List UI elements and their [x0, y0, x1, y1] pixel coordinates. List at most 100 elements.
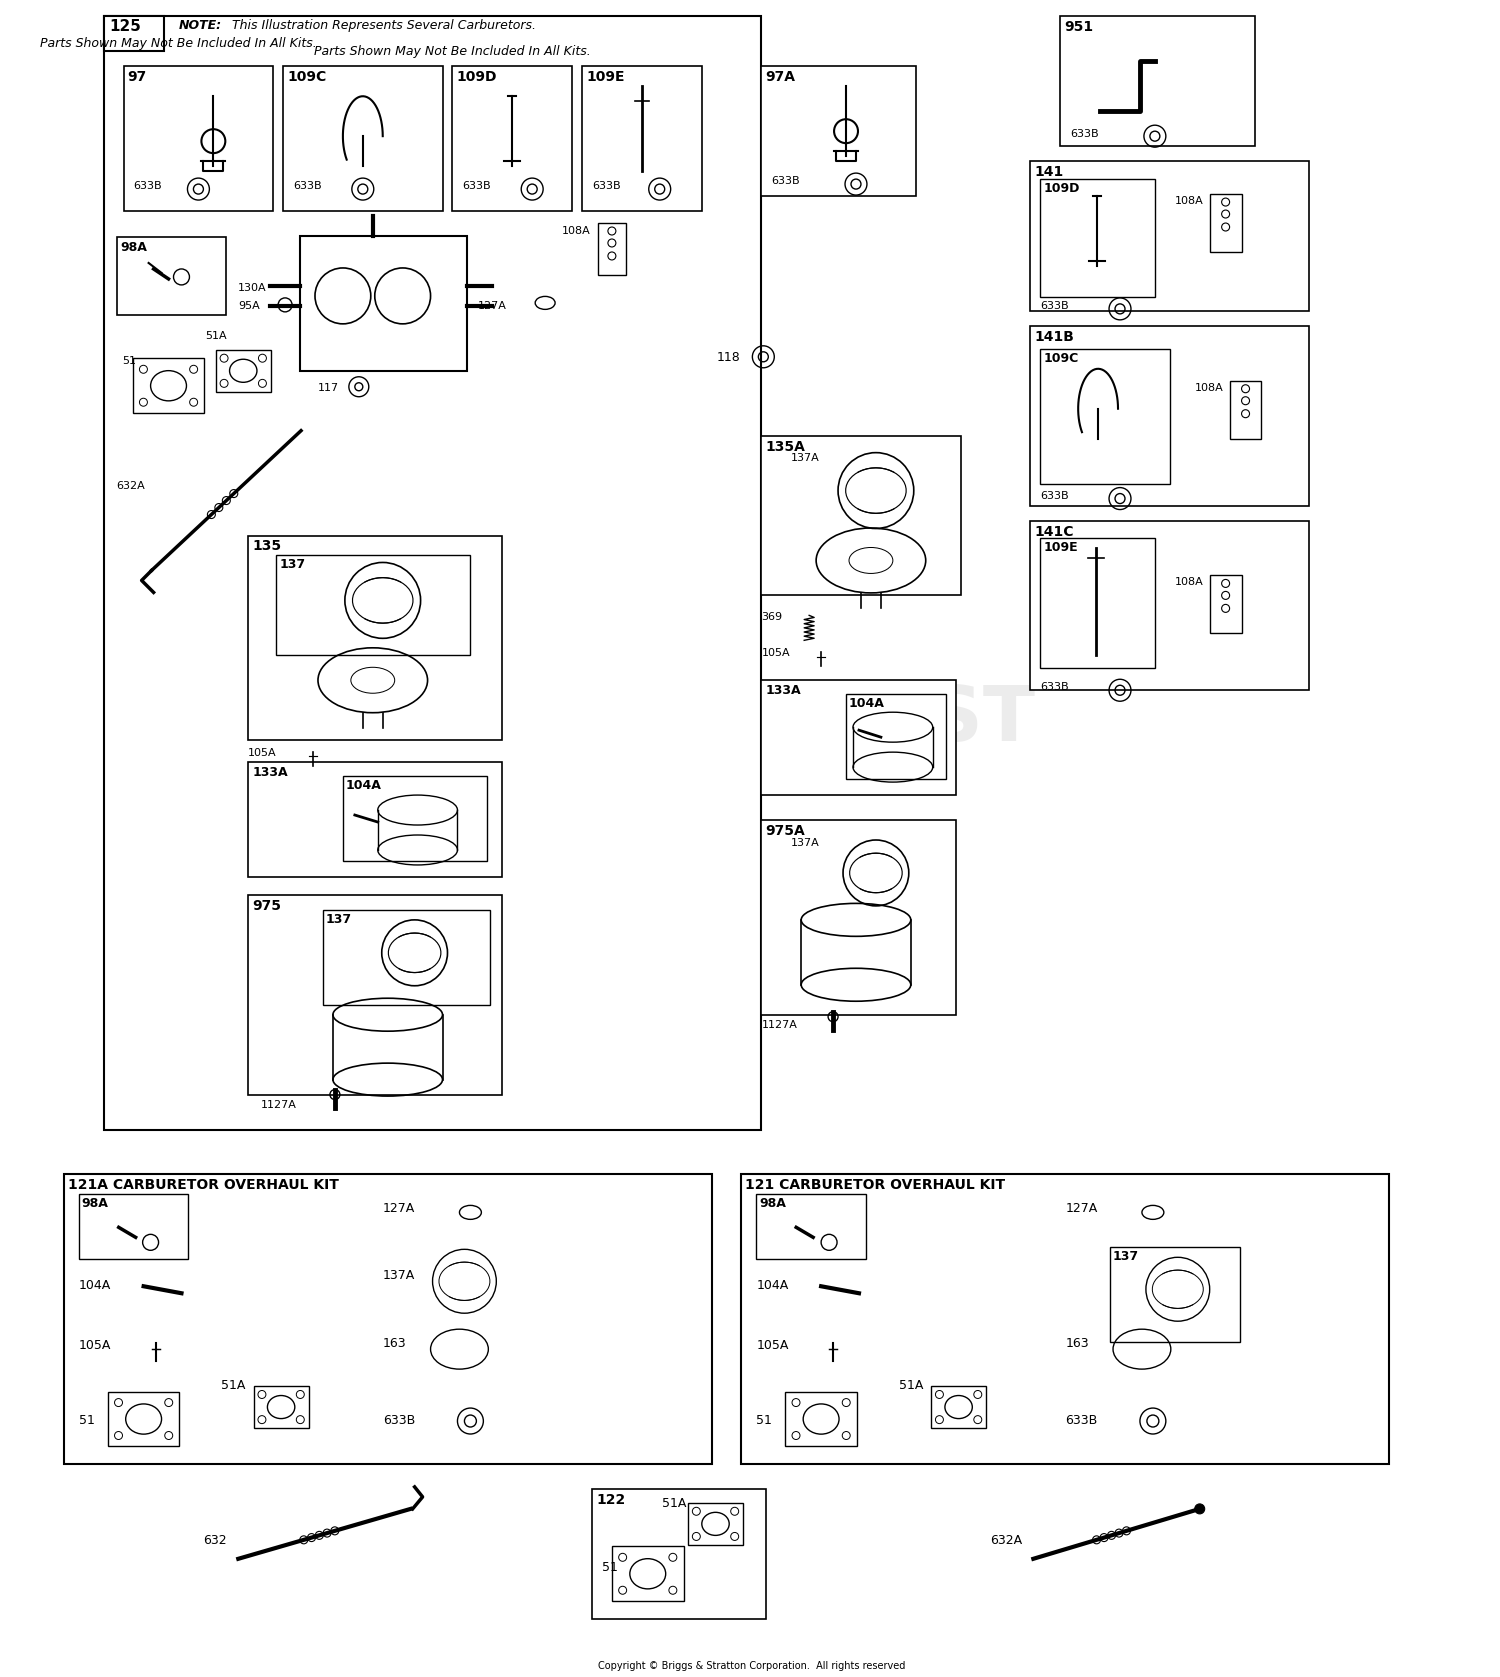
Bar [216, 350, 270, 392]
Text: 108A: 108A [562, 226, 591, 236]
Text: 109C: 109C [1044, 352, 1078, 366]
Bar [846, 694, 945, 780]
Text: 104A: 104A [80, 1280, 111, 1293]
Text: 108A: 108A [1174, 196, 1203, 206]
Bar [132, 359, 204, 413]
Text: 51: 51 [80, 1414, 94, 1427]
Bar [756, 1194, 865, 1259]
Text: 137: 137 [1113, 1251, 1138, 1263]
Text: 105A: 105A [762, 649, 790, 659]
Ellipse shape [945, 1395, 972, 1419]
Text: 141: 141 [1035, 164, 1064, 179]
Bar [1030, 325, 1310, 505]
Text: 633B: 633B [1041, 683, 1070, 693]
Text: 109D: 109D [1044, 183, 1080, 195]
Text: 133A: 133A [252, 766, 288, 780]
Text: 51A: 51A [662, 1498, 686, 1509]
Text: 135: 135 [252, 540, 282, 553]
Text: 109E: 109E [1044, 542, 1078, 555]
Text: 369: 369 [762, 612, 783, 622]
Text: 104A: 104A [346, 780, 381, 792]
Text: 137: 137 [326, 912, 352, 926]
Text: 108A: 108A [1174, 577, 1203, 587]
Text: 104A: 104A [849, 698, 885, 711]
Bar [1041, 349, 1170, 483]
Text: Parts Shown May Not Be Included In All Kits.: Parts Shown May Not Be Included In All K… [40, 37, 316, 50]
Text: 633B: 633B [134, 181, 162, 191]
Text: 127A: 127A [382, 1202, 416, 1216]
Bar [762, 67, 916, 196]
Ellipse shape [267, 1395, 296, 1419]
Bar [108, 1392, 180, 1447]
Bar [254, 1387, 309, 1429]
Bar [64, 1174, 711, 1464]
Ellipse shape [630, 1558, 666, 1588]
Text: 135A: 135A [765, 439, 806, 454]
Text: 118: 118 [717, 350, 741, 364]
Bar [248, 896, 502, 1095]
Bar [762, 436, 960, 595]
Bar [784, 1392, 856, 1447]
Bar [741, 1174, 1389, 1464]
Bar [582, 67, 702, 211]
Bar [276, 555, 471, 656]
Text: 141B: 141B [1035, 330, 1074, 344]
Text: 125: 125 [110, 20, 141, 34]
Ellipse shape [230, 359, 256, 382]
Text: 122: 122 [596, 1493, 626, 1508]
Text: 105A: 105A [248, 748, 278, 758]
Text: 633B: 633B [462, 181, 490, 191]
Text: 109D: 109D [456, 70, 497, 84]
Bar [1041, 538, 1155, 667]
Bar [592, 1489, 766, 1618]
Bar [284, 67, 442, 211]
Text: 1127A: 1127A [762, 1020, 796, 1030]
Text: 51A: 51A [898, 1378, 922, 1392]
Text: 105A: 105A [80, 1340, 111, 1352]
Text: This Illustration Represents Several Carburetors.: This Illustration Represents Several Car… [228, 20, 537, 32]
Text: 951: 951 [1064, 20, 1094, 34]
Bar [1110, 1248, 1239, 1342]
Bar [1030, 161, 1310, 310]
Text: 632A: 632A [117, 481, 146, 491]
Text: 632: 632 [204, 1534, 226, 1546]
Text: 633B: 633B [382, 1414, 416, 1427]
Text: 117: 117 [318, 382, 339, 392]
Ellipse shape [126, 1404, 162, 1434]
Bar [344, 776, 488, 860]
Text: 133A: 133A [765, 684, 801, 698]
Bar [932, 1387, 986, 1429]
Bar [1209, 195, 1242, 252]
Text: 51: 51 [602, 1561, 618, 1573]
Text: 1127A: 1127A [261, 1100, 297, 1110]
Bar [104, 17, 762, 1130]
Text: 127A: 127A [477, 300, 507, 310]
Text: Parts Shown May Not Be Included In All Kits.: Parts Shown May Not Be Included In All K… [314, 45, 591, 59]
Text: 109E: 109E [586, 70, 624, 84]
Bar [1209, 575, 1242, 634]
Text: 97A: 97A [765, 70, 795, 84]
Text: 51: 51 [122, 356, 135, 366]
Text: 95A: 95A [238, 300, 260, 310]
Text: 633B: 633B [1070, 129, 1100, 139]
Text: 109C: 109C [286, 70, 327, 84]
Text: 137: 137 [279, 558, 304, 572]
Text: NOTE:: NOTE: [178, 20, 222, 32]
Text: 633B: 633B [592, 181, 621, 191]
Bar [123, 67, 273, 211]
Bar [762, 681, 956, 795]
Text: BRIGGS & ST: BRIGGS & ST [483, 683, 1035, 758]
Text: 127A: 127A [1065, 1202, 1098, 1216]
Text: 98A: 98A [759, 1197, 786, 1211]
Text: 163: 163 [382, 1337, 406, 1350]
Text: 633B: 633B [771, 176, 800, 186]
Bar [322, 911, 490, 1005]
Bar [612, 1546, 684, 1602]
Bar [1030, 520, 1310, 691]
Bar [1230, 381, 1262, 439]
Text: 97: 97 [128, 70, 147, 84]
Text: Copyright © Briggs & Stratton Corporation.  All rights reserved: Copyright © Briggs & Stratton Corporatio… [597, 1660, 904, 1670]
Text: 975A: 975A [765, 823, 806, 838]
Bar [1060, 17, 1254, 146]
Bar [248, 761, 502, 877]
